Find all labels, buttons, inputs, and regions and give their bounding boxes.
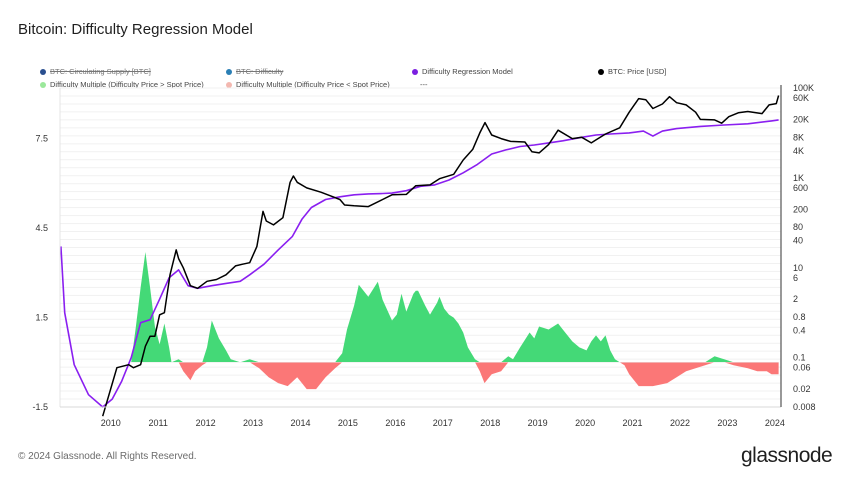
x-tick-label: 2018	[480, 418, 500, 428]
legend-item-difficulty[interactable]: BTC: Difficulty	[226, 67, 283, 76]
x-tick-label: 2020	[575, 418, 595, 428]
right-tick-label: 10	[793, 263, 803, 273]
legend-label-dashes: ---	[420, 80, 428, 89]
legend-label-multiple-negative: Difficulty Multiple (Difficulty Price < …	[236, 80, 390, 89]
right-tick-label: 0.02	[793, 384, 811, 394]
x-tick-label: 2021	[623, 418, 643, 428]
left-tick-label: -1.5	[32, 402, 48, 412]
x-tick-label: 2010	[101, 418, 121, 428]
x-tick-label: 2016	[385, 418, 405, 428]
series-lines	[60, 95, 780, 417]
copyright-text: © 2024 Glassnode. All Rights Reserved.	[18, 451, 197, 462]
legend-item-multiple-positive[interactable]: Difficulty Multiple (Difficulty Price > …	[40, 80, 204, 89]
legend-label-difficulty: BTC: Difficulty	[236, 67, 284, 76]
legend-dot-multiple-positive	[40, 81, 46, 88]
right-tick-label: 4K	[793, 146, 804, 156]
x-tick-label: 2011	[149, 418, 168, 428]
regression-model-line	[60, 119, 779, 408]
multiple-bars	[131, 252, 779, 390]
legend-label-circulating-supply: BTC: Circulating Supply [BTC]	[50, 67, 151, 76]
legend-dot-btc-price	[598, 68, 604, 75]
right-tick-label: 600	[793, 183, 808, 193]
chart-legend: BTC: Circulating Supply [BTC] BTC: Diffi…	[0, 0, 850, 100]
legend-item-btc-price[interactable]: BTC: Price [USD]	[598, 67, 666, 76]
x-tick-label: 2014	[290, 418, 310, 428]
right-tick-label: 0.1	[793, 353, 806, 363]
x-tick-label: 2023	[717, 418, 737, 428]
glassnode-logo: glassnode	[741, 444, 833, 467]
legend-label-btc-price: BTC: Price [USD]	[608, 67, 667, 76]
btc-price-line	[101, 95, 780, 417]
right-tick-label: 1K	[793, 173, 804, 183]
x-tick-label: 2013	[243, 418, 263, 428]
right-tick-label: 6	[793, 273, 798, 283]
right-tick-label: 0.06	[793, 363, 811, 373]
right-tick-label: 40	[793, 236, 803, 246]
right-tick-label: 0.4	[793, 326, 806, 336]
x-tick-label: 2012	[196, 418, 216, 428]
x-tick-label: 2017	[433, 418, 453, 428]
right-tick-label: 100K	[793, 83, 814, 93]
left-tick-label: 4.5	[35, 223, 48, 233]
left-tick-label: 7.5	[35, 134, 48, 144]
multiple-positive-area	[131, 252, 779, 363]
chart-title: Bitcoin: Difficulty Regression Model	[18, 21, 253, 38]
x-tick-label: 2024	[765, 418, 785, 428]
right-tick-label: 2	[793, 294, 798, 304]
right-tick-label: 80	[793, 222, 803, 232]
left-tick-label: 1.5	[35, 313, 48, 323]
right-tick-label: 0.8	[793, 312, 806, 322]
legend-dot-regression-model	[412, 68, 418, 75]
legend-dot-circulating-supply	[40, 68, 46, 75]
legend-item-dashes: ---	[420, 80, 428, 89]
legend-dot-multiple-negative	[226, 81, 232, 88]
right-tick-label: 0.008	[793, 402, 816, 412]
legend-label-regression-model: Difficulty Regression Model	[422, 67, 513, 76]
x-tick-label: 2022	[670, 418, 690, 428]
legend-dot-difficulty	[226, 68, 232, 75]
legend-item-multiple-negative[interactable]: Difficulty Multiple (Difficulty Price < …	[226, 80, 390, 89]
right-tick-label: 8K	[793, 132, 804, 142]
multiple-negative-area	[131, 362, 779, 390]
right-tick-label: 20K	[793, 114, 809, 124]
legend-label-multiple-positive: Difficulty Multiple (Difficulty Price > …	[50, 80, 204, 89]
legend-item-regression-model[interactable]: Difficulty Regression Model	[412, 67, 513, 76]
right-tick-label: 200	[793, 204, 808, 214]
legend-item-circulating-supply[interactable]: BTC: Circulating Supply [BTC]	[40, 67, 151, 76]
right-tick-label: 60K	[793, 93, 809, 103]
x-tick-label: 2019	[528, 418, 548, 428]
x-tick-label: 2015	[338, 418, 358, 428]
